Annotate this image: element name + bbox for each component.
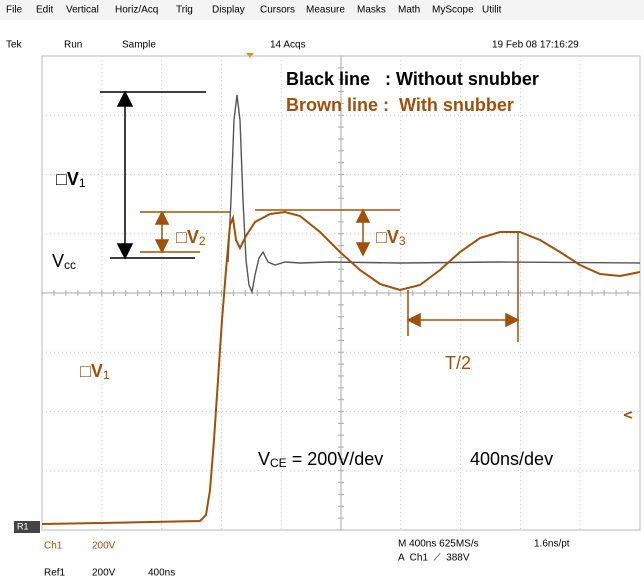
symbol: V bbox=[52, 251, 64, 271]
label-half-period: T/2 bbox=[445, 353, 471, 373]
symbol: □V bbox=[176, 227, 199, 247]
menu-item[interactable]: Horiz/Acq bbox=[115, 5, 158, 16]
menu: File Edit Vertical Horiz/Acq Trig Display Curs… bbox=[6, 5, 502, 16]
symbol: □V bbox=[56, 169, 79, 189]
ref-marker: R1 bbox=[17, 521, 29, 531]
scale: = 200V/dev bbox=[287, 449, 384, 469]
readout-ch1-scale: 200V bbox=[92, 541, 116, 552]
subscript: 2 bbox=[199, 234, 206, 248]
arrow-heads bbox=[116, 90, 134, 260]
label-timebase: 400ns/dev bbox=[470, 449, 553, 469]
menu-item[interactable]: Math bbox=[398, 5, 420, 16]
label-dv3: □V3 bbox=[376, 227, 406, 248]
black-annotations bbox=[100, 90, 206, 260]
status-mode: Sample bbox=[122, 40, 156, 51]
readout-ch1: Ch1 bbox=[44, 541, 63, 552]
menu-bar bbox=[0, 0, 644, 20]
label-dv1-brown: □V1 bbox=[80, 361, 110, 382]
status-brand: Tek bbox=[6, 40, 23, 51]
symbol: □V bbox=[80, 361, 103, 381]
label-vce: VCE = 200V/dev bbox=[258, 449, 383, 470]
status-acqs: 14 Acqs bbox=[270, 40, 306, 51]
symbol: V bbox=[258, 449, 270, 469]
subscript: 1 bbox=[79, 176, 86, 190]
brown-annotations bbox=[140, 208, 520, 342]
readout-ref1-scale: 200V bbox=[92, 568, 116, 578]
label-dv1-black: □V1 bbox=[56, 169, 86, 190]
arrow-heads bbox=[406, 312, 520, 328]
menu-item[interactable]: Utilit bbox=[482, 5, 502, 16]
readout-trigger: A Ch1 ⟋ 388V bbox=[398, 553, 470, 564]
readout-ref1: Ref1 bbox=[44, 568, 66, 578]
readout-ref1-time: 400ns bbox=[148, 568, 175, 578]
readout-resolution: 1.6ns/pt bbox=[534, 539, 570, 550]
status-state: Run bbox=[64, 40, 82, 51]
menu-item[interactable]: MyScope bbox=[432, 5, 474, 16]
waveform-with-snubber bbox=[41, 210, 641, 525]
menu-item[interactable]: Trig bbox=[176, 5, 193, 16]
symbol: □V bbox=[376, 227, 399, 247]
menu-item[interactable]: Edit bbox=[36, 5, 53, 16]
menu-item[interactable]: Cursors bbox=[260, 5, 295, 16]
legend: Black line : Without snubber Brown line … bbox=[286, 69, 539, 115]
menu-item[interactable]: Display bbox=[212, 5, 245, 16]
arrow-heads bbox=[355, 208, 371, 257]
readout: Ch1 200V M 400ns 625MS/s 1.6ns/pt A Ch1 … bbox=[44, 539, 570, 579]
subscript: 1 bbox=[103, 368, 110, 382]
menu-item[interactable]: File bbox=[6, 5, 23, 16]
offset-marker bbox=[623, 411, 633, 419]
label-dv2: □V2 bbox=[176, 227, 206, 248]
label-vcc: Vcc bbox=[52, 251, 76, 272]
subscript: 3 bbox=[399, 234, 406, 248]
menu-item[interactable]: Measure bbox=[306, 5, 345, 16]
menu-item[interactable]: Vertical bbox=[66, 5, 99, 16]
status-datetime: 19 Feb 08 17:16:29 bbox=[492, 40, 579, 51]
arrow-heads bbox=[154, 210, 170, 254]
legend-brown: Brown line : With snubber bbox=[286, 95, 514, 115]
subscript: cc bbox=[64, 258, 76, 272]
subscript: CE bbox=[270, 456, 287, 470]
menu-item[interactable]: Masks bbox=[357, 5, 386, 16]
ref-marker-box bbox=[14, 521, 40, 533]
readout-horiz: M 400ns 625MS/s bbox=[398, 539, 479, 550]
legend-black: Black line : Without snubber bbox=[286, 69, 539, 89]
waveform-without-snubber bbox=[227, 94, 641, 295]
graticule bbox=[41, 55, 641, 531]
status-line: Tek Run Sample 14 Acqs 19 Feb 08 17:16:2… bbox=[6, 40, 579, 51]
